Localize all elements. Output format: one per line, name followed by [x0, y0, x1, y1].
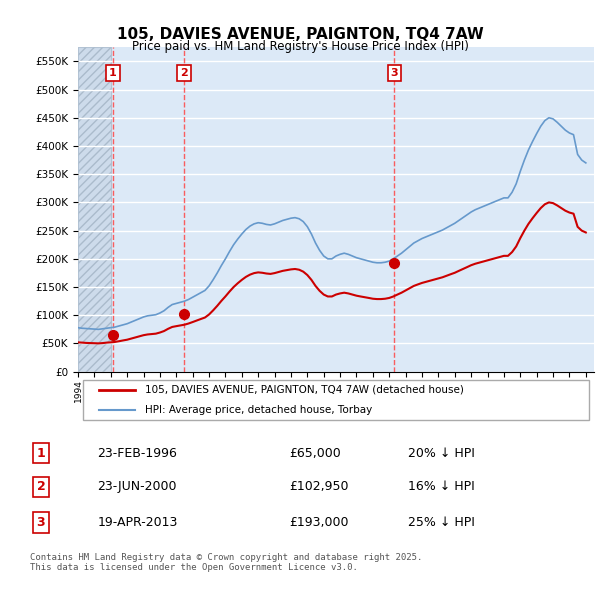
Text: £102,950: £102,950 — [289, 480, 349, 493]
Text: £65,000: £65,000 — [289, 447, 341, 460]
Text: 20% ↓ HPI: 20% ↓ HPI — [407, 447, 475, 460]
Text: 105, DAVIES AVENUE, PAIGNTON, TQ4 7AW (detached house): 105, DAVIES AVENUE, PAIGNTON, TQ4 7AW (d… — [145, 385, 464, 395]
Text: HPI: Average price, detached house, Torbay: HPI: Average price, detached house, Torb… — [145, 405, 373, 415]
Text: £193,000: £193,000 — [289, 516, 349, 529]
FancyBboxPatch shape — [83, 380, 589, 419]
Text: 2: 2 — [37, 480, 45, 493]
Text: 3: 3 — [391, 68, 398, 78]
Text: 1: 1 — [109, 68, 117, 78]
Text: 105, DAVIES AVENUE, PAIGNTON, TQ4 7AW: 105, DAVIES AVENUE, PAIGNTON, TQ4 7AW — [116, 27, 484, 41]
Text: Contains HM Land Registry data © Crown copyright and database right 2025.
This d: Contains HM Land Registry data © Crown c… — [30, 553, 422, 572]
Text: 23-FEB-1996: 23-FEB-1996 — [97, 447, 177, 460]
Text: 16% ↓ HPI: 16% ↓ HPI — [407, 480, 474, 493]
Text: 3: 3 — [37, 516, 45, 529]
Text: 1: 1 — [37, 447, 45, 460]
Text: 25% ↓ HPI: 25% ↓ HPI — [407, 516, 475, 529]
Text: 19-APR-2013: 19-APR-2013 — [97, 516, 178, 529]
Text: Price paid vs. HM Land Registry's House Price Index (HPI): Price paid vs. HM Land Registry's House … — [131, 40, 469, 53]
Text: 23-JUN-2000: 23-JUN-2000 — [97, 480, 177, 493]
Bar — [78, 47, 111, 372]
Text: 2: 2 — [180, 68, 188, 78]
